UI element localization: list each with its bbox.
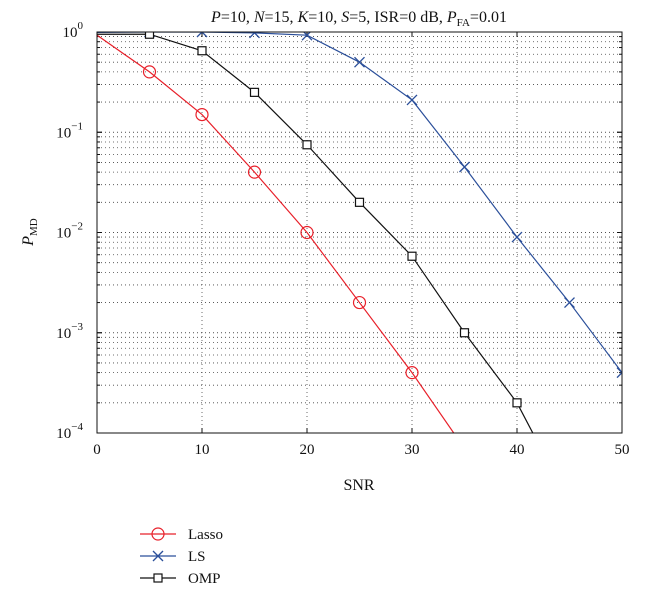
data-point-marker: [302, 140, 312, 150]
data-point-marker: [459, 328, 470, 338]
legend-label: OMP: [188, 571, 221, 587]
data-point-marker: [405, 366, 419, 380]
data-point-marker: [144, 32, 155, 39]
data-point-marker: [152, 550, 164, 562]
y-tick-label: 100: [63, 20, 84, 41]
data-point-marker: [195, 107, 209, 122]
x-tick-label: 0: [93, 442, 101, 458]
x-axis-label: SNR: [343, 477, 374, 494]
series-lasso: [97, 34, 455, 433]
data-point-marker: [142, 65, 157, 79]
marker-stroke: [301, 32, 312, 41]
marker-stroke: [511, 231, 523, 243]
marker-stroke: [406, 94, 418, 106]
data-point-marker: [354, 197, 365, 207]
x-tick-label: 40: [510, 442, 525, 458]
data-point-marker: [512, 398, 522, 408]
y-tick-label: 10−2: [56, 221, 83, 242]
legend-item-omp: OMP: [140, 571, 221, 587]
y-tick-label: 10−1: [56, 120, 83, 141]
data-point-marker: [196, 32, 208, 38]
data-point-marker: [153, 573, 163, 583]
legend-item-lasso: Lasso: [140, 527, 223, 543]
marker-stroke: [249, 32, 257, 39]
data-point-marker: [197, 46, 207, 56]
x-tick-label: 30: [405, 442, 420, 458]
plot-frame: [96, 31, 623, 434]
data-point-marker: [301, 32, 313, 41]
x-tick-label: 50: [615, 442, 630, 458]
data-point-marker: [249, 87, 260, 97]
legend-label: LS: [188, 549, 206, 565]
data-point-marker: [407, 251, 417, 261]
data-point-marker: [352, 295, 367, 310]
marker-stroke: [152, 550, 164, 562]
data-point-marker: [151, 527, 165, 541]
series-line: [97, 33, 534, 433]
legend: Lasso LS OMP: [140, 527, 223, 587]
data-point-marker: [354, 56, 365, 68]
series-line: [97, 34, 455, 433]
grid-lines: [97, 32, 622, 433]
marker-stroke: [196, 32, 203, 38]
y-tick-label: 10−3: [56, 321, 83, 342]
series-ls: [97, 32, 622, 379]
series-layer: [97, 32, 622, 433]
y-tick-label: 10−4: [56, 421, 83, 442]
data-point-marker: [406, 94, 418, 106]
data-point-marker: [459, 161, 470, 173]
marker-stroke: [459, 161, 470, 173]
data-point-marker: [511, 231, 523, 243]
axis-ticks: 0 10 20 30 40 50 100 10−1 10−2 10−3 10−4: [56, 20, 629, 458]
x-tick-label: 20: [300, 442, 315, 458]
marker-stroke: [201, 32, 208, 38]
chart-title: P=10, N=15, K=10, S=5, ISR=0 dB, PFA=0.0…: [210, 9, 507, 29]
marker-stroke: [616, 371, 622, 379]
marker-stroke: [616, 367, 622, 374]
marker-stroke: [354, 56, 365, 68]
series-omp: [97, 32, 534, 433]
data-point-marker: [300, 225, 314, 240]
data-point-marker: [616, 367, 622, 379]
x-tick-label: 10: [195, 442, 210, 458]
legend-label: Lasso: [188, 527, 223, 543]
data-point-marker: [564, 297, 575, 309]
y-axis-label: PMD: [20, 218, 40, 247]
marker-stroke: [564, 297, 575, 309]
data-point-marker: [247, 165, 262, 179]
data-point-marker: [249, 32, 260, 39]
legend-item-ls: LS: [140, 549, 206, 565]
